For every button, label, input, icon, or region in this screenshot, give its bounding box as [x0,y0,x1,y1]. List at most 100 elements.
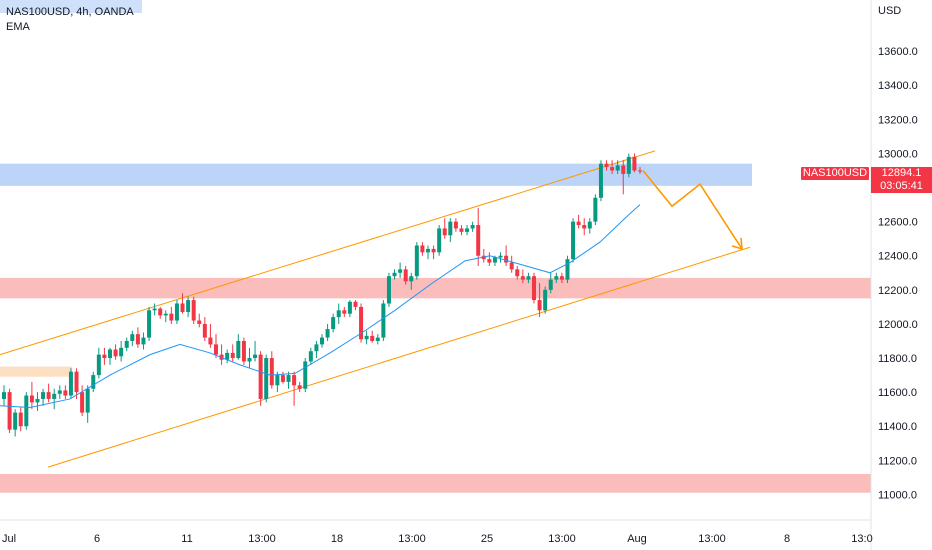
candle-body [314,344,319,352]
price-tick-label: 12000.0 [878,319,918,331]
projection-arrowhead [731,237,743,251]
candle-body [63,390,68,396]
candle-body [403,269,408,282]
candle-body [152,308,157,311]
candle [632,153,637,173]
candle-body [420,245,425,253]
candle [247,347,252,369]
candle-body [342,310,347,314]
candle [409,272,414,290]
candle-body [41,392,46,399]
candle [359,303,364,343]
symbol-title: NAS100USD, 4h, OANDA [6,6,134,18]
time-tick-label: Jul [2,533,16,545]
minor-zone [0,366,72,377]
candle-body [638,170,642,172]
candle-body [610,167,615,171]
candle-body [632,156,637,171]
candle [102,347,107,365]
candle [593,194,598,226]
candle-body [141,337,146,345]
candle [46,383,51,403]
candle [303,358,308,393]
candle-body [275,375,280,386]
candle-body [320,337,324,345]
candle [91,371,96,393]
candle-body [68,371,73,396]
candle [130,330,135,347]
candle-body [492,257,497,263]
candle [152,303,157,316]
candle-body [13,412,18,430]
candle [370,330,375,343]
candle-body [297,385,302,389]
channel-lower-line [47,246,751,468]
candle-body [46,392,51,399]
candle-body [35,398,40,403]
candle [559,272,564,284]
candle [253,340,258,362]
indicator-label[interactable]: EMA [6,21,30,33]
candle [197,313,202,328]
candle [426,245,430,260]
candle-body [57,390,62,394]
candle-body [96,354,101,376]
candle-body [269,358,274,386]
time-tick-label: 8 [784,533,790,545]
candle [225,349,230,364]
candle-body [571,221,576,260]
candle-body [236,340,241,359]
candle-body [398,269,403,273]
candle [202,317,207,341]
candle-body [102,354,107,359]
candle-body [74,371,79,393]
price-axis: 13600.013400.013200.013000.012800.012600… [878,46,918,501]
candle-body [448,221,453,236]
candle [269,351,274,389]
candle-body [347,301,352,314]
candle-body [158,308,163,316]
candle-body [85,388,90,413]
candle [598,160,603,202]
candle-body [286,375,291,382]
zones-layer [0,163,871,493]
candle [236,334,241,360]
candle-body [470,225,475,229]
candle-body [247,358,252,362]
candle [219,344,224,365]
time-tick-label: 25 [481,533,493,545]
candle-body [548,279,553,290]
candle [13,409,18,437]
candle [35,392,40,411]
candle [320,334,324,348]
ema-line [0,204,641,408]
time-tick-label: Aug [627,533,647,545]
candle-body [113,349,118,357]
candle [565,255,570,284]
candle-body [537,300,542,311]
candle [119,340,124,362]
candle [52,388,57,410]
last-price-value: 12894.1 [881,167,922,179]
candle-body [559,276,564,280]
candle-body [615,165,620,171]
candle-body [532,276,536,301]
bar-countdown: 03:05:41 [880,180,923,192]
candle [2,385,6,406]
candle-body [24,395,29,427]
candle-body [253,354,258,359]
candle [498,252,503,263]
time-tick-label: 11 [181,533,192,545]
candle [96,347,101,379]
price-tick-label: 12400.0 [878,251,918,263]
candle-body [626,156,631,174]
candle-body [174,303,179,321]
candle-body [52,393,57,399]
candle [554,272,559,284]
time-tick-label: 6 [94,533,100,545]
symbol-price-tag: NAS100USD [801,167,869,180]
candle [615,160,620,174]
channel-upper-line [0,150,656,356]
candle-body [375,337,380,341]
